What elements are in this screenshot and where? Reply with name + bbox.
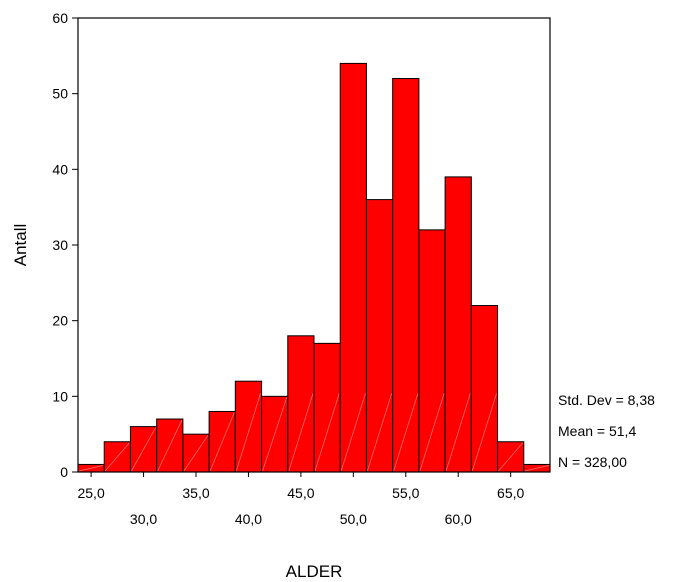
bar-highlight bbox=[209, 412, 235, 472]
histogram-bar bbox=[261, 395, 289, 473]
y-tick-label: 0 bbox=[60, 464, 68, 480]
x-tick-label: 40,0 bbox=[235, 511, 262, 527]
y-axis: 0 10 20 30 40 50 60 bbox=[52, 10, 78, 480]
histogram-bar bbox=[365, 199, 394, 473]
histogram-bar bbox=[418, 229, 446, 473]
x-axis: 25,0 35,0 45,0 55,0 65,0 30,0 40,0 50,0 60,0 bbox=[77, 472, 525, 527]
bar-highlight bbox=[235, 393, 261, 472]
bar-highlight bbox=[78, 465, 104, 472]
bar-highlight bbox=[157, 419, 183, 472]
histogram-bar bbox=[339, 62, 367, 473]
x-tick-label: 45,0 bbox=[287, 485, 314, 501]
x-tick-label: 35,0 bbox=[182, 485, 209, 501]
bar-highlight bbox=[131, 427, 157, 472]
histogram-bar bbox=[444, 176, 472, 473]
bars-layer bbox=[77, 62, 551, 473]
bar-highlight bbox=[183, 434, 209, 472]
y-tick-label: 20 bbox=[52, 313, 68, 329]
bar-highlight bbox=[393, 393, 419, 472]
bar-highlight bbox=[419, 393, 445, 472]
mean-label: Mean = 51,4 bbox=[558, 423, 636, 439]
x-tick-label: 50,0 bbox=[340, 511, 367, 527]
y-tick-label: 50 bbox=[52, 86, 68, 102]
x-tick-label: 55,0 bbox=[392, 485, 419, 501]
bar-highlight bbox=[104, 442, 130, 472]
bar-highlight bbox=[524, 465, 550, 472]
y-tick-label: 30 bbox=[52, 237, 68, 253]
y-axis-title: Antall bbox=[11, 224, 30, 267]
y-tick-label: 40 bbox=[52, 161, 68, 177]
y-tick-label: 60 bbox=[52, 10, 68, 26]
bar-highlight bbox=[498, 442, 524, 472]
histogram-bar bbox=[234, 380, 263, 473]
bar-highlight bbox=[367, 393, 393, 472]
y-tick-label: 10 bbox=[52, 388, 68, 404]
histogram-bar bbox=[392, 78, 420, 473]
bar-highlight bbox=[445, 393, 471, 472]
bar-highlight bbox=[340, 393, 366, 472]
n-label: N = 328,00 bbox=[558, 454, 627, 470]
histogram-bar bbox=[313, 342, 341, 473]
x-axis-title: ALDER bbox=[286, 562, 343, 581]
bar-highlight bbox=[262, 397, 288, 472]
x-tick-label: 25,0 bbox=[77, 485, 104, 501]
histogram-bar bbox=[470, 305, 499, 473]
bar-highlight bbox=[314, 393, 340, 472]
std-dev-label: Std. Dev = 8,38 bbox=[558, 392, 655, 408]
bar-highlight bbox=[471, 393, 497, 472]
x-tick-label: 30,0 bbox=[130, 511, 157, 527]
x-tick-label: 60,0 bbox=[445, 511, 472, 527]
bar-highlight bbox=[288, 393, 314, 472]
x-tick-label: 65,0 bbox=[497, 485, 524, 501]
